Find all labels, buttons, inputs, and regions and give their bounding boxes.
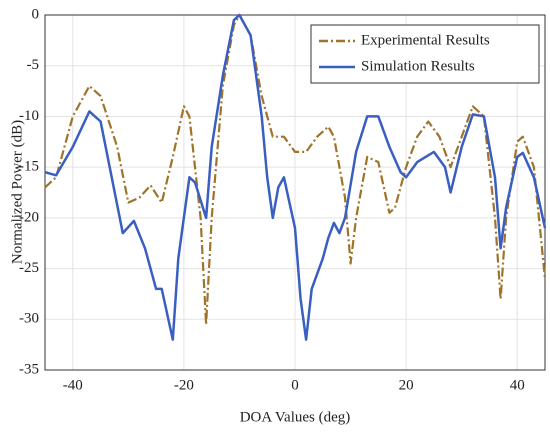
data-line	[44, 13, 547, 326]
x-tick-label: -20	[174, 377, 194, 393]
axes-frame	[44, 14, 546, 371]
y-tick-label: -30	[19, 311, 39, 327]
y-axis-label: Normalized Power (dB)	[9, 120, 25, 264]
data-line	[44, 13, 547, 341]
x-tick-label: -40	[63, 377, 83, 393]
legend-label: Experimental Results	[361, 32, 490, 48]
x-tick-label: 0	[291, 377, 299, 393]
legend-label: Simulation Results	[361, 58, 475, 74]
y-tick-label: -25	[19, 260, 39, 276]
x-tick-label: 20	[399, 377, 414, 393]
x-tick-label: 40	[510, 377, 525, 393]
y-tick-label: -15	[19, 159, 39, 175]
y-tick-label: -20	[19, 209, 39, 225]
y-tick-label: -10	[19, 108, 39, 124]
y-tick-label: -35	[19, 361, 39, 377]
y-tick-label: -5	[27, 57, 40, 73]
x-axis-label: DOA Values (deg)	[240, 409, 351, 425]
y-tick-label: 0	[32, 6, 40, 22]
legend-box	[310, 24, 540, 84]
